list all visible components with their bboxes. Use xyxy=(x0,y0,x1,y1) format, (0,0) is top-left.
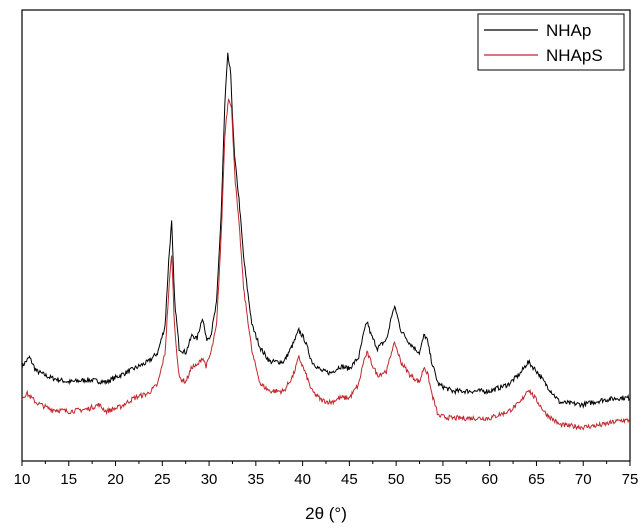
x-tick-label: 25 xyxy=(154,471,171,488)
x-tick-label: 35 xyxy=(248,471,265,488)
legend-label-nhaps: NHApS xyxy=(546,46,603,65)
legend-label-nhap: NHAp xyxy=(546,21,591,40)
x-tick-label: 60 xyxy=(481,471,498,488)
legend: NHAp NHApS xyxy=(477,13,625,71)
x-tick-label: 30 xyxy=(201,471,218,488)
x-tick-label: 45 xyxy=(341,471,358,488)
x-tick-label: 70 xyxy=(575,471,592,488)
x-tick-label: 20 xyxy=(107,471,124,488)
series-line-nhaps xyxy=(21,98,631,431)
plot-frame xyxy=(21,9,631,462)
x-tick-label: 55 xyxy=(435,471,452,488)
series-layer xyxy=(21,52,631,431)
x-tick-label: 15 xyxy=(60,471,77,488)
x-tick-label: 40 xyxy=(294,471,311,488)
x-tick-label: 10 xyxy=(14,471,31,488)
legend-box xyxy=(477,13,625,71)
series-line-nhap xyxy=(21,52,631,409)
x-tick-label: 65 xyxy=(528,471,545,488)
x-tick-label: 50 xyxy=(388,471,405,488)
x-axis: 10 15 20 25 30 35 40 45 50 55 60 65 70 75 xyxy=(14,461,639,488)
x-tick-label: 75 xyxy=(622,471,639,488)
x-axis-title: 2θ (°) xyxy=(305,504,347,523)
